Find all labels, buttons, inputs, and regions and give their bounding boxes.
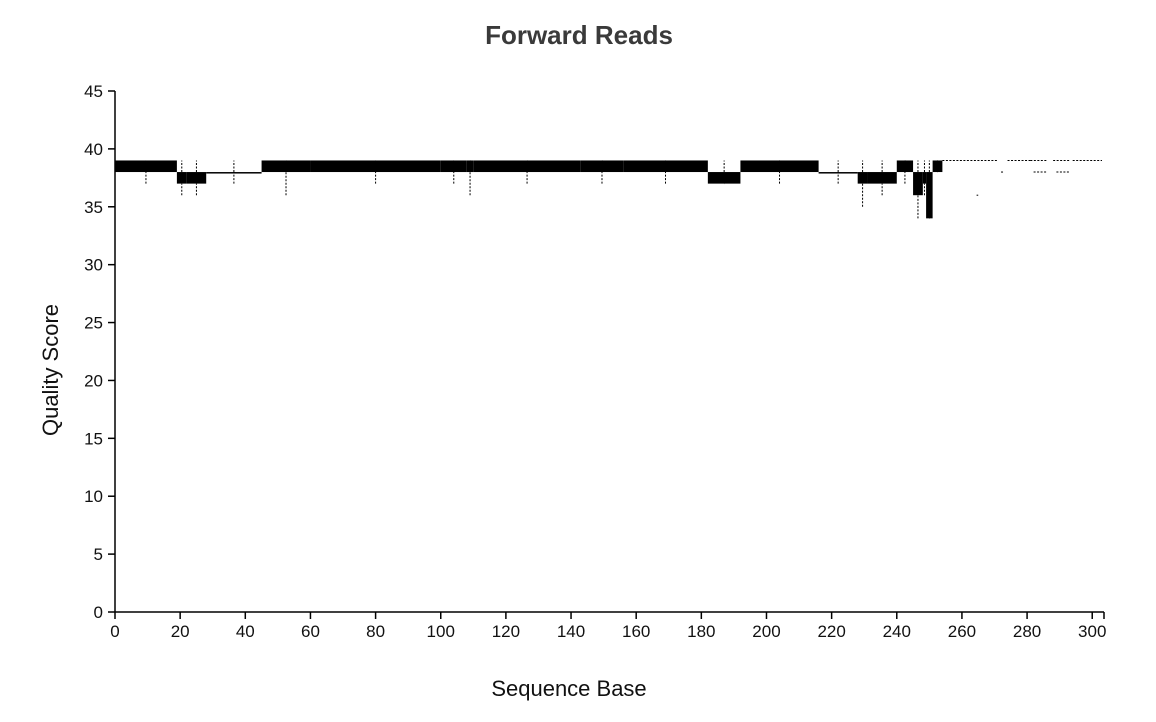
x-tick-label: 300 [1078,622,1106,641]
box-group-13 [818,160,858,184]
x-tick-label: 80 [366,622,385,641]
y-tick-label: 15 [84,429,103,448]
x-tick-label: 180 [687,622,715,641]
iqr-box [818,172,858,174]
y-axis-label: Quality Score [38,304,63,436]
iqr-box [857,172,868,184]
box-group-18 [922,160,927,196]
x-tick-label: 20 [171,622,190,641]
x-axis-label: Sequence Base [491,676,646,701]
y-tick-label: 25 [84,314,103,333]
axes: 0 20 40 60 80 100 120 140 160 180 200 220 240 260 280 3… [84,82,1106,641]
iqr-box [926,172,933,219]
iqr-box [206,172,262,174]
iqr-box [623,160,708,173]
box-group-2 [186,160,207,196]
box-group-0 [115,160,177,184]
box-group-7 [466,160,474,196]
iqr-box [913,172,923,196]
x-tick-label: 120 [492,622,520,641]
iqr-box [580,160,624,173]
x-tick-label: 160 [622,622,650,641]
iqr-box [310,160,441,173]
box-group-6 [440,160,467,184]
box-group-9 [580,160,624,184]
chart-title: Forward Reads [485,20,673,50]
y-tick-label: 5 [94,545,103,564]
iqr-box [740,160,819,173]
box-group-16 [896,160,914,184]
box-group-1 [176,160,187,196]
box-group-8 [473,160,581,184]
y-tick-label: 30 [84,256,103,275]
x-tick-label: 40 [236,622,255,641]
box-group-14 [857,160,868,207]
x-tick-label: 280 [1013,622,1041,641]
iqr-box [473,160,581,173]
iqr-box [896,160,914,173]
x-tick-label: 220 [817,622,845,641]
iqr-box [707,172,741,184]
y-tick-label: 45 [84,82,103,101]
box-group-11 [707,160,741,184]
iqr-box [115,160,177,173]
iqr-box [867,172,897,184]
box-group-20 [932,160,943,173]
box-group-17 [913,160,923,219]
iqr-box [466,160,474,173]
iqr-box [932,160,943,173]
iqr-box [922,172,927,184]
x-tick-label: 240 [883,622,911,641]
box-group-10 [623,160,708,184]
x-tick-label: 100 [427,622,455,641]
box-group-19 [926,160,933,219]
x-tick-label: 200 [752,622,780,641]
y-tick-label: 10 [84,487,103,506]
box-group-5 [310,160,441,184]
y-tick-label: 40 [84,140,103,159]
y-tick-label: 0 [94,603,103,622]
iqr-box [186,172,207,184]
x-tick-label: 60 [301,622,320,641]
x-tick-label: 0 [110,622,119,641]
box-group-4 [261,160,311,196]
y-tick-label: 35 [84,198,103,217]
box-group-15 [867,160,897,196]
iqr-box [176,172,187,184]
box-group-3 [206,160,262,184]
box-group-12 [740,160,819,184]
iqr-box [261,160,311,173]
x-tick-label: 260 [948,622,976,641]
y-tick-label: 20 [84,371,103,390]
box-marks [115,159,1102,219]
iqr-box [440,160,467,173]
x-tick-label: 140 [557,622,585,641]
